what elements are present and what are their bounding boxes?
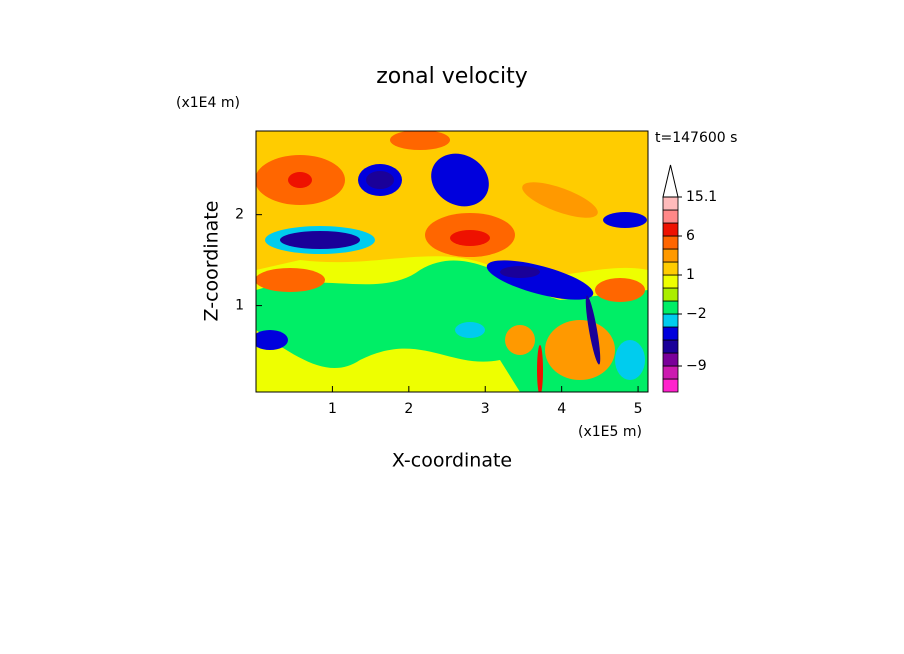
colorbar-segment (662, 326, 679, 341)
x-tick-label: 2 (404, 401, 413, 417)
chart-title: zonal velocity (376, 64, 528, 89)
colorbar-tick-label: 15.1 (686, 189, 717, 205)
colorbar-segment (662, 287, 679, 302)
time-annotation: t=147600 s (655, 130, 737, 146)
colorbar-tick-label: 1 (686, 267, 695, 283)
colorbar-segment (662, 196, 679, 211)
colorbar-tick-label: −9 (686, 358, 707, 374)
colorbar-segment (662, 248, 679, 263)
y-axis-label: Z-coordinate (201, 201, 223, 322)
y-tick-label: 2 (235, 207, 244, 223)
colorbar-tick-label: 6 (686, 228, 695, 244)
y-unit: (x1E4 m) (176, 95, 240, 111)
colorbar-extension (662, 164, 679, 198)
colorbar-segment (662, 222, 679, 237)
colorbar-segment (662, 313, 679, 328)
colorbar-segment (662, 300, 679, 315)
colorbar-tick-label: −2 (686, 306, 707, 322)
colorbar-segment (662, 274, 679, 289)
colorbar-segment (662, 352, 679, 367)
colorbar-segment (662, 339, 679, 354)
x-tick-label: 1 (328, 401, 337, 417)
plot-frame (255, 130, 649, 393)
y-tick-label: 1 (235, 298, 244, 314)
colorbar-segment (662, 365, 679, 380)
x-axis-label: X-coordinate (392, 450, 512, 472)
colorbar-segment (662, 235, 679, 250)
contour-field (256, 131, 648, 392)
colorbar-segment (662, 378, 679, 393)
x-tick-label: 5 (634, 401, 643, 417)
x-tick-label: 4 (557, 401, 566, 417)
x-tick-label: 3 (481, 401, 490, 417)
colorbar-segment (662, 209, 679, 224)
x-unit: (x1E5 m) (578, 424, 642, 440)
colorbar-segment (662, 261, 679, 276)
